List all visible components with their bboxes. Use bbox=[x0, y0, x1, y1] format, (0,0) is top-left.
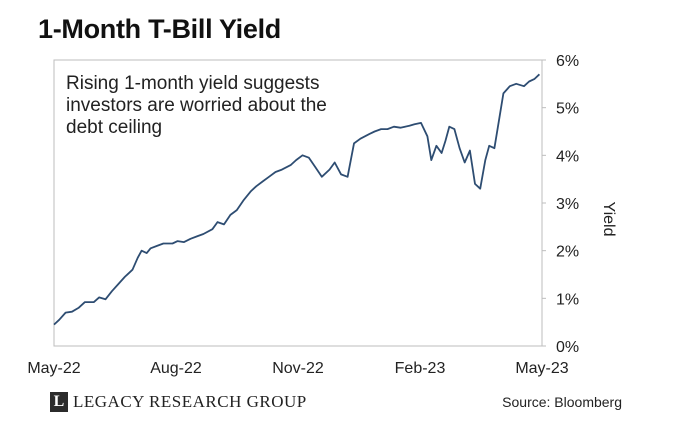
y-tick-label: 3% bbox=[556, 196, 579, 213]
brand-logo: L LEGACY RESEARCH GROUP bbox=[50, 391, 307, 413]
y-tick-label: 6% bbox=[556, 53, 579, 70]
y-tick-label: 1% bbox=[556, 291, 579, 308]
y-tick-label: 4% bbox=[556, 148, 579, 165]
y-tick-label: 5% bbox=[556, 101, 579, 118]
y-tick-label: 2% bbox=[556, 244, 579, 261]
brand-name: LEGACY RESEARCH GROUP bbox=[73, 392, 307, 411]
chart-title: 1-Month T-Bill Yield bbox=[38, 14, 281, 44]
x-tick-label: Aug-22 bbox=[150, 360, 202, 377]
chart-annotation: Rising 1-month yield suggests investors … bbox=[66, 73, 327, 138]
x-tick-label: May-23 bbox=[515, 360, 568, 377]
y-axis-label-wrap: Yield bbox=[594, 202, 622, 242]
x-tick-label: Nov-22 bbox=[272, 360, 324, 377]
brand-logo-icon: L bbox=[50, 392, 68, 412]
y-tick-label: 0% bbox=[556, 339, 579, 356]
x-tick-label: Feb-23 bbox=[395, 360, 446, 377]
source-note: Source: Bloomberg bbox=[502, 394, 622, 410]
x-tick-label: May-22 bbox=[27, 360, 80, 377]
series-line bbox=[53, 73, 541, 326]
y-axis-label: Yield bbox=[600, 201, 617, 237]
